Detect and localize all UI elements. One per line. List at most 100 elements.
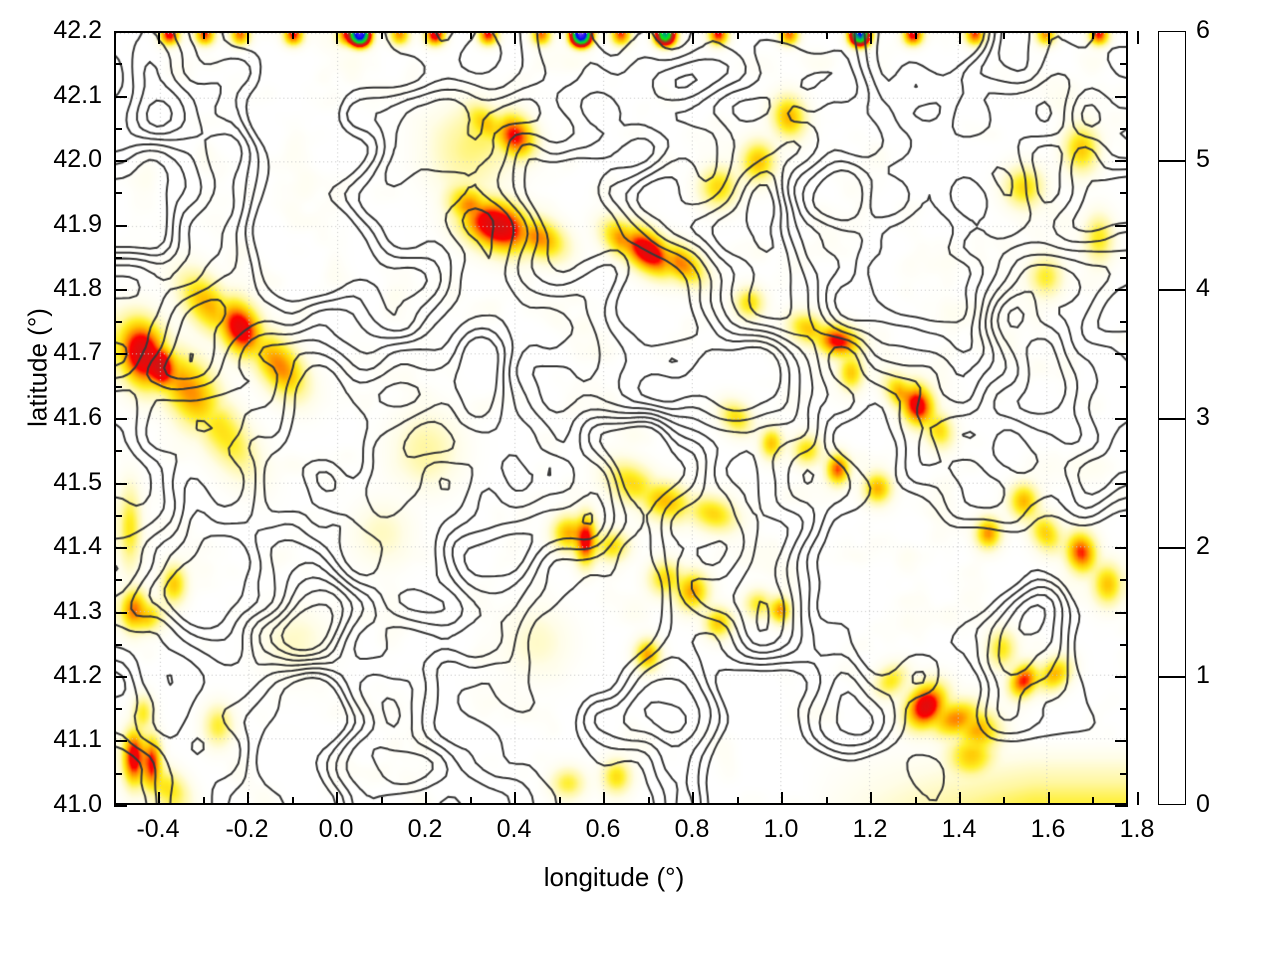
x-tick-label: 1.0: [763, 815, 799, 843]
x-tick-major: [514, 792, 516, 805]
x-tick-minor: [648, 797, 650, 805]
y-tick-major: [114, 225, 127, 227]
colorbar-tick: [1159, 160, 1185, 162]
y-tick-minor: [114, 257, 122, 259]
x-tick-major: [1137, 792, 1139, 805]
y-tick-label: 41.1: [53, 725, 102, 753]
colorbar-tick-label: 4: [1196, 274, 1210, 302]
x-tick-label: -0.4: [136, 815, 180, 843]
colorbar-tick-label: 5: [1196, 145, 1210, 173]
y-tick-major: [114, 289, 127, 291]
y-tick-major: [114, 353, 127, 355]
y-tick-minor: [114, 515, 122, 517]
y-tick-label: 42.2: [53, 16, 102, 44]
colorbar-tick: [1159, 676, 1185, 678]
x-tick-major: [158, 792, 160, 805]
x-tick-major: [870, 792, 872, 805]
plot-area: [114, 31, 1128, 805]
x-tick-major-top: [603, 31, 605, 44]
y-tick-minor: [114, 708, 122, 710]
colorbar-tick-label: 3: [1196, 403, 1210, 431]
y-tick-label: 41.3: [53, 597, 102, 625]
x-tick-minor-top: [559, 31, 561, 39]
x-tick-minor: [1092, 797, 1094, 805]
y-tick-major: [114, 31, 127, 33]
y-tick-minor: [114, 579, 122, 581]
x-tick-major-top: [959, 31, 961, 44]
tke-heatmap-canvas: [116, 33, 1126, 803]
colorbar-tick: [1159, 289, 1185, 291]
y-tick-minor-right: [1120, 450, 1128, 452]
x-tick-label: 1.8: [1119, 815, 1155, 843]
x-tick-minor: [381, 797, 383, 805]
y-tick-major: [114, 547, 127, 549]
x-tick-label: 0.8: [674, 815, 710, 843]
x-tick-major-top: [514, 31, 516, 44]
y-tick-major-right: [1115, 483, 1128, 485]
colorbar-tick: [1159, 547, 1185, 549]
x-tick-label: 0.4: [496, 815, 532, 843]
y-tick-major-right: [1115, 676, 1128, 678]
x-tick-major-top: [425, 31, 427, 44]
y-tick-major: [114, 805, 127, 807]
y-tick-minor-right: [1120, 63, 1128, 65]
y-tick-minor: [114, 386, 122, 388]
y-tick-major-right: [1115, 225, 1128, 227]
y-tick-major-right: [1115, 289, 1128, 291]
x-tick-minor-top: [737, 31, 739, 39]
y-tick-major-right: [1115, 740, 1128, 742]
x-tick-major-top: [158, 31, 160, 44]
x-tick-major: [425, 792, 427, 805]
y-tick-label: 41.8: [53, 274, 102, 302]
y-tick-major-right: [1115, 418, 1128, 420]
y-tick-label: 41.4: [53, 532, 102, 560]
y-tick-label: 41.2: [53, 661, 102, 689]
y-tick-minor-right: [1120, 579, 1128, 581]
y-tick-minor: [114, 192, 122, 194]
x-tick-label: 0.2: [407, 815, 443, 843]
y-tick-major: [114, 96, 127, 98]
x-tick-major: [1048, 792, 1050, 805]
x-tick-major: [336, 792, 338, 805]
x-tick-label: 1.4: [941, 815, 977, 843]
x-tick-major: [692, 792, 694, 805]
y-tick-minor-right: [1120, 708, 1128, 710]
y-tick-label: 41.7: [53, 338, 102, 366]
x-tick-major: [247, 792, 249, 805]
x-tick-major-top: [870, 31, 872, 44]
y-tick-major-right: [1115, 31, 1128, 33]
x-tick-major-top: [247, 31, 249, 44]
y-tick-minor: [114, 321, 122, 323]
y-tick-major: [114, 676, 127, 678]
x-tick-minor-top: [114, 31, 116, 39]
y-tick-minor: [114, 63, 122, 65]
y-tick-major: [114, 612, 127, 614]
x-tick-major: [959, 792, 961, 805]
x-tick-minor: [203, 797, 205, 805]
y-tick-label: 41.0: [53, 790, 102, 818]
y-tick-label: 41.6: [53, 403, 102, 431]
x-tick-minor-top: [292, 31, 294, 39]
y-tick-major-right: [1115, 805, 1128, 807]
y-tick-minor-right: [1120, 515, 1128, 517]
y-tick-label: 41.9: [53, 210, 102, 238]
x-tick-major-top: [336, 31, 338, 44]
x-tick-minor-top: [470, 31, 472, 39]
x-tick-minor: [1003, 797, 1005, 805]
y-tick-minor-right: [1120, 644, 1128, 646]
x-tick-minor: [114, 797, 116, 805]
y-tick-label: 41.5: [53, 468, 102, 496]
y-tick-major: [114, 418, 127, 420]
x-tick-minor: [559, 797, 561, 805]
y-tick-major: [114, 483, 127, 485]
y-tick-major-right: [1115, 612, 1128, 614]
y-tick-minor-right: [1120, 386, 1128, 388]
x-tick-minor: [915, 797, 917, 805]
y-tick-major: [114, 160, 127, 162]
x-tick-label: 0.0: [318, 815, 354, 843]
y-tick-minor-right: [1120, 773, 1128, 775]
y-tick-label: 42.1: [53, 81, 102, 109]
x-tick-label: -0.2: [225, 815, 269, 843]
x-tick-major: [781, 792, 783, 805]
